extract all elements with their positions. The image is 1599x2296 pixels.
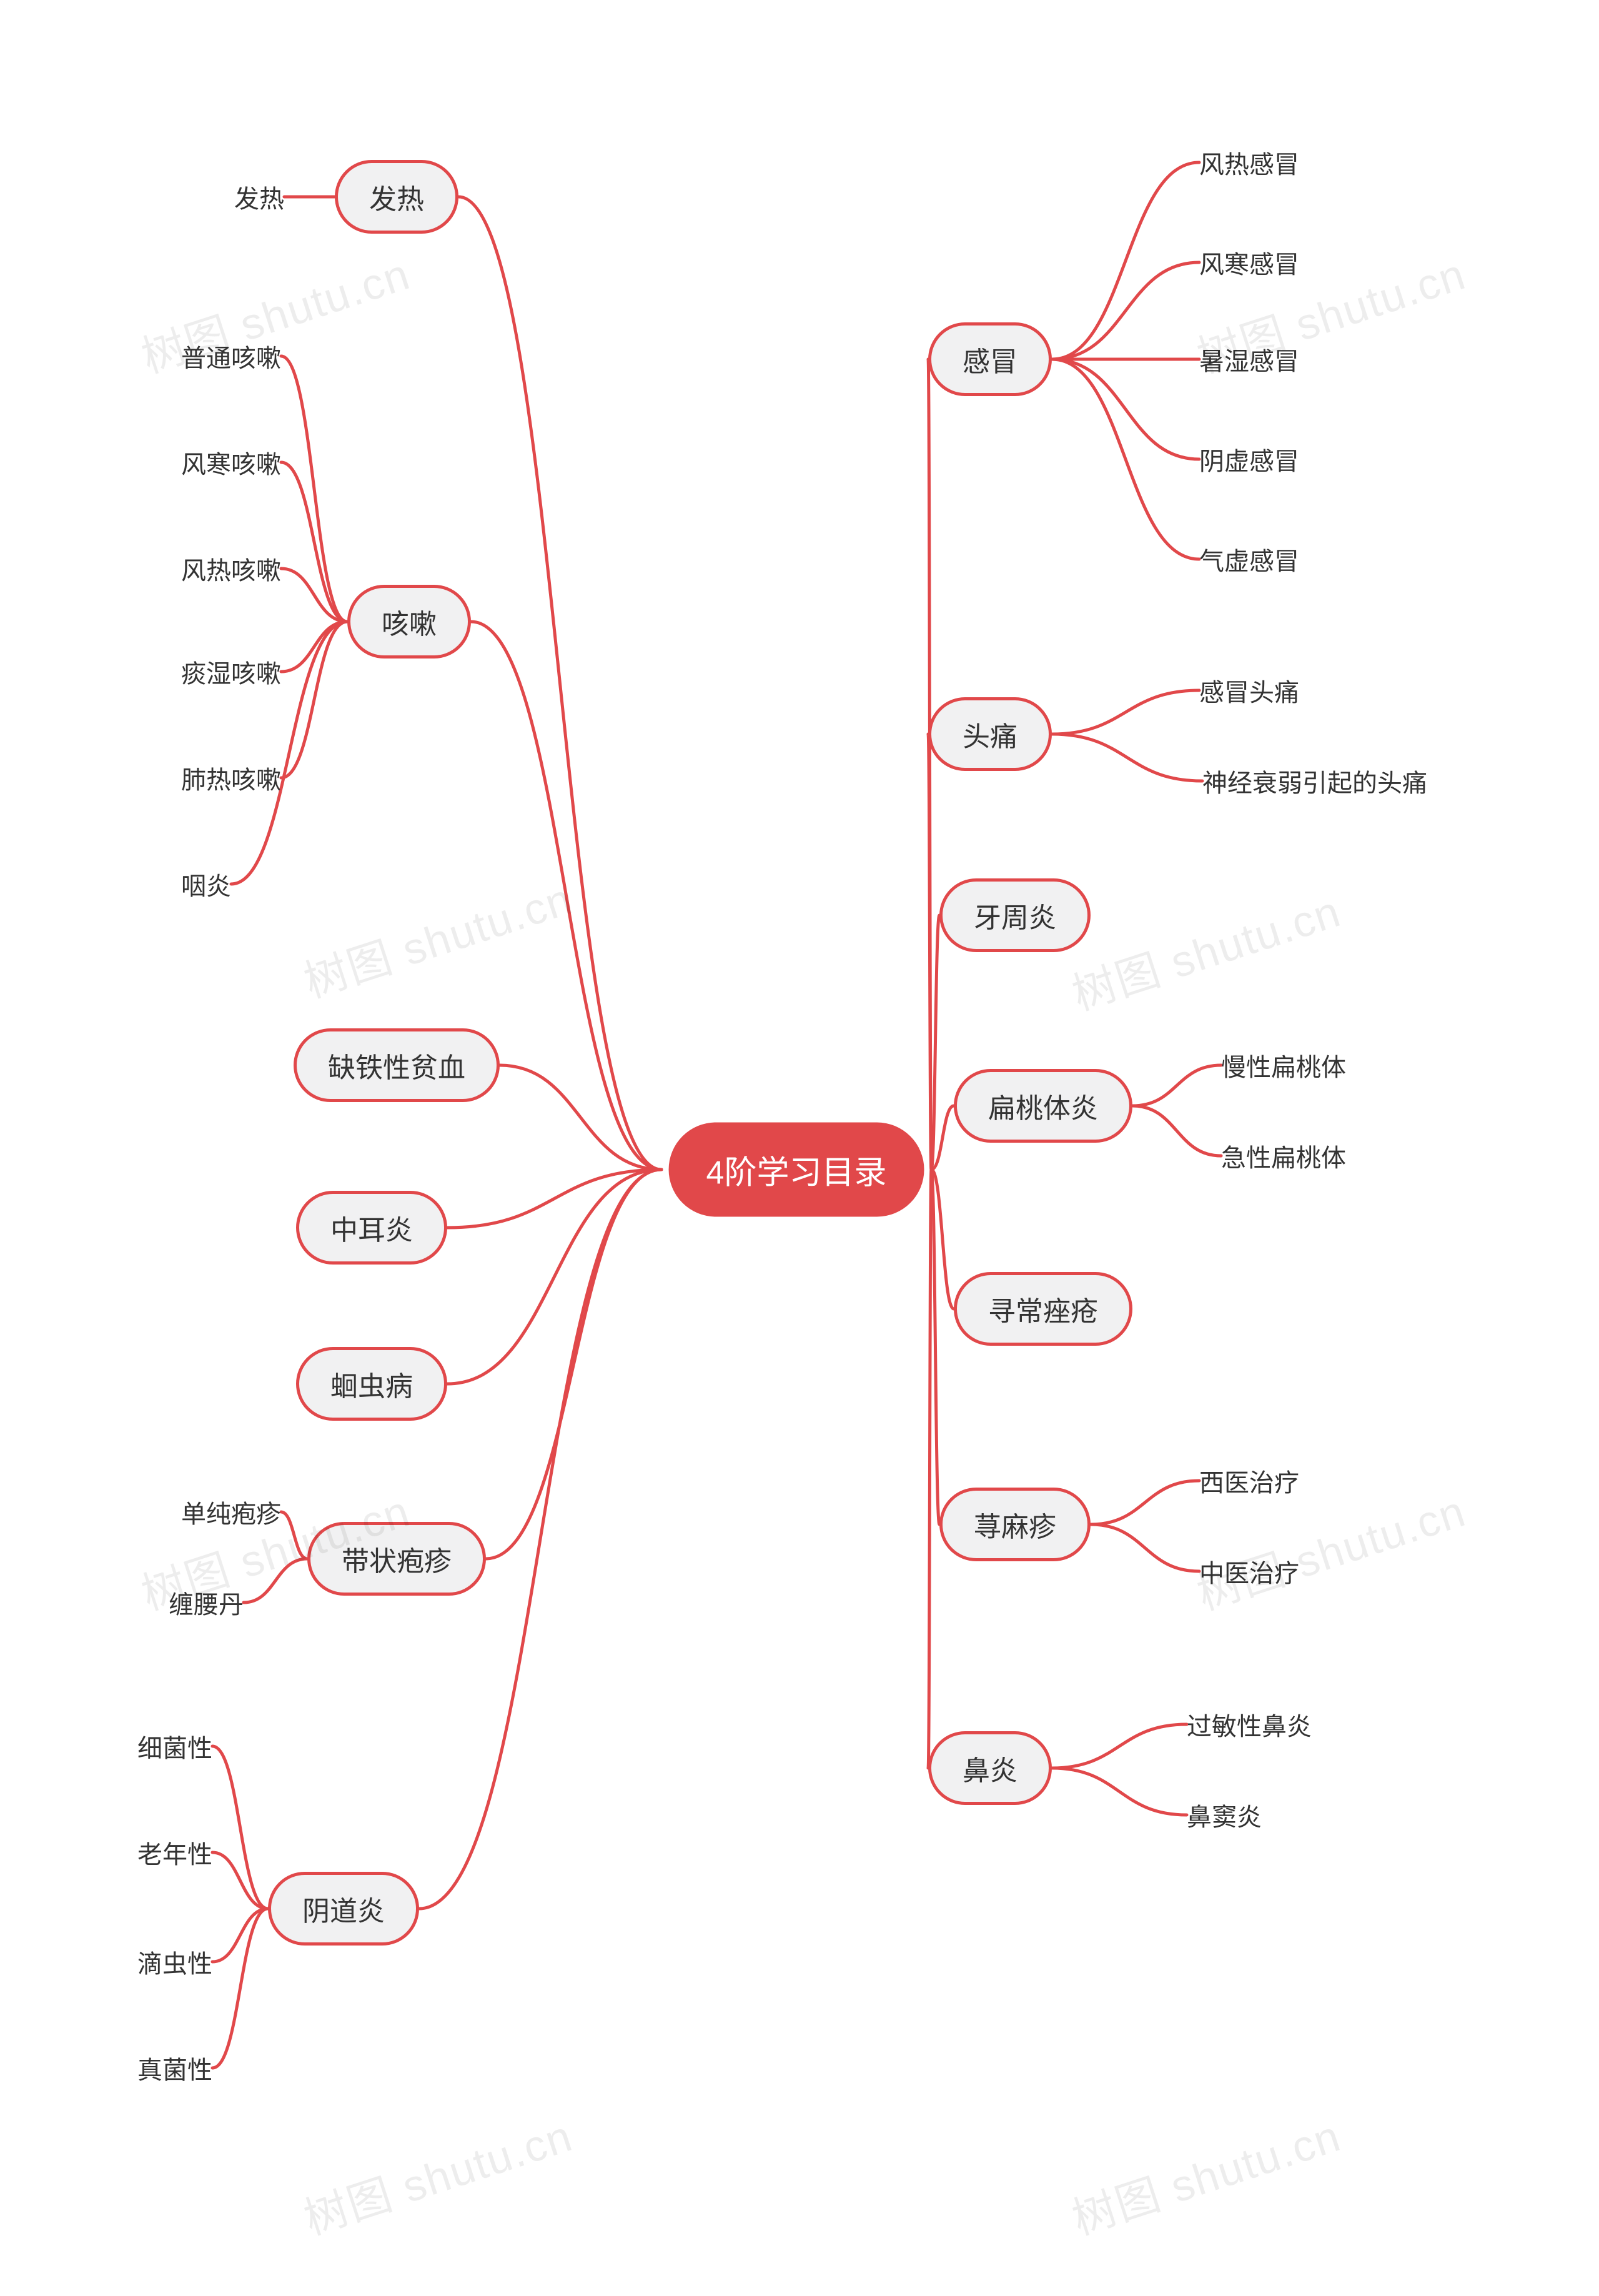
edge-root-b_toutong [928, 734, 931, 1170]
edge-b_ganmao-l_ganmao_2 [1052, 262, 1199, 359]
node-l_biantao_2[interactable]: 急性扁桃体 [1221, 1135, 1346, 1176]
edge-b_yindaoyan-l_yin_3 [212, 1909, 268, 1962]
node-b_fare[interactable]: 发热 [335, 160, 458, 234]
node-b_yazhouyan[interactable]: 牙周炎 [939, 878, 1091, 952]
edge-root-b_daizhuang [486, 1170, 661, 1559]
node-l_yin_3[interactable]: 滴虫性 [137, 1941, 212, 1982]
edge-b_yindaoyan-l_yin_4 [212, 1909, 268, 2068]
node-l_biantao_1[interactable]: 慢性扁桃体 [1221, 1045, 1346, 1086]
edge-b_kesou-l_kesou_3 [281, 569, 347, 622]
node-l_fare_1[interactable]: 发热 [234, 176, 284, 217]
node-l_ganmao_2[interactable]: 风寒感冒 [1199, 242, 1299, 283]
edge-b_kesou-l_kesou_2 [281, 462, 347, 622]
edge-b_biantaoti-l_biantao_2 [1132, 1106, 1221, 1156]
edge-root-b_fare [458, 197, 661, 1170]
node-l_yin_2[interactable]: 老年性 [137, 1832, 212, 1873]
edge-root-b_yazhouyan [931, 915, 939, 1170]
node-l_biyan_1[interactable]: 过敏性鼻炎 [1187, 1704, 1312, 1745]
node-l_toutong_2[interactable]: 神经衰弱引起的头痛 [1202, 760, 1427, 802]
edge-b_ganmao-l_ganmao_4 [1052, 359, 1199, 459]
edge-root-b_biyan [928, 1170, 931, 1768]
mindmap-canvas: 4阶学习目录 感冒 风热感冒风寒感冒暑湿感冒阴虚感冒气虚感冒头痛 感冒头痛神经衰弱引起… [0, 0, 1599, 2296]
edge-b_daizhuang-l_dai_2 [244, 1559, 307, 1603]
node-l_ganmao_3[interactable]: 暑湿感冒 [1199, 339, 1299, 380]
edge-b_toutong-l_toutong_1 [1052, 690, 1199, 734]
node-l_ganmao_5[interactable]: 气虚感冒 [1199, 539, 1299, 580]
edge-b_yindaoyan-l_yin_2 [212, 1852, 268, 1909]
edge-b_yindaoyan-l_yin_1 [212, 1746, 268, 1909]
edge-b_biantaoti-l_biantao_1 [1132, 1065, 1221, 1106]
edge-root-b_ganmao [928, 359, 931, 1170]
edge-b_ganmao-l_ganmao_1 [1052, 162, 1199, 359]
node-l_toutong_1[interactable]: 感冒头痛 [1199, 670, 1299, 711]
node-l_yin_4[interactable]: 真菌性 [137, 2047, 212, 2089]
node-b_zhongeryan[interactable]: 中耳炎 [296, 1191, 447, 1265]
edge-b_kesou-l_kesou_1 [281, 356, 347, 622]
node-b_cuochuang[interactable]: 寻常痤疮 [954, 1272, 1132, 1346]
node-b_biantaoti[interactable]: 扁桃体炎 [954, 1069, 1132, 1143]
node-b_ganmao[interactable]: 感冒 [928, 322, 1052, 396]
edge-b_kesou-l_kesou_5 [281, 622, 347, 778]
edge-root-b_xunmazhen [931, 1170, 939, 1524]
watermark: 树图 shutu.cn [295, 864, 579, 1010]
node-l_dai_2[interactable]: 缠腰丹 [169, 1582, 244, 1623]
node-l_xun_1[interactable]: 西医治疗 [1199, 1460, 1299, 1501]
node-l_dai_1[interactable]: 单纯疱疹 [181, 1491, 281, 1533]
edge-b_toutong-l_toutong_2 [1052, 734, 1202, 781]
edge-b_xunmazhen-l_xun_1 [1091, 1481, 1199, 1524]
watermark: 树图 shutu.cn [295, 2101, 579, 2247]
node-b_kesou[interactable]: 咳嗽 [347, 585, 471, 658]
node-b_daizhuang[interactable]: 带状疱疹 [307, 1522, 486, 1596]
node-l_kesou_6[interactable]: 咽炎 [181, 863, 231, 905]
edge-root-b_biantaoti [931, 1106, 954, 1170]
node-b_toutong[interactable]: 头痛 [928, 697, 1052, 771]
edge-root-b_kesou [471, 622, 661, 1170]
node-b_huichong[interactable]: 蛔虫病 [296, 1347, 447, 1421]
watermark: 树图 shutu.cn [1063, 2101, 1347, 2247]
node-l_biyan_2[interactable]: 鼻窦炎 [1187, 1794, 1262, 1836]
edge-b_xunmazhen-l_xun_2 [1091, 1524, 1199, 1571]
edge-b_biyan-l_biyan_2 [1052, 1768, 1187, 1815]
node-l_ganmao_1[interactable]: 风热感冒 [1199, 142, 1299, 183]
edge-b_daizhuang-l_dai_1 [281, 1512, 307, 1559]
node-b_yindaoyan[interactable]: 阴道炎 [268, 1872, 419, 1946]
node-l_kesou_4[interactable]: 痰湿咳嗽 [181, 651, 281, 692]
edge-b_ganmao-l_ganmao_5 [1052, 359, 1199, 559]
node-l_xun_2[interactable]: 中医治疗 [1199, 1551, 1299, 1592]
edge-b_biyan-l_biyan_1 [1052, 1724, 1187, 1768]
edge-root-b_huichong [447, 1170, 661, 1384]
node-b_quetie[interactable]: 缺铁性贫血 [294, 1028, 500, 1102]
node-b_xunmazhen[interactable]: 荨麻疹 [939, 1488, 1091, 1561]
edge-root-b_quetie [500, 1065, 661, 1170]
edge-root-b_cuochuang [931, 1170, 954, 1309]
node-l_ganmao_4[interactable]: 阴虚感冒 [1199, 439, 1299, 480]
node-l_yin_1[interactable]: 细菌性 [137, 1726, 212, 1767]
edge-root-b_zhongeryan [447, 1170, 661, 1228]
watermark: 树图 shutu.cn [1063, 877, 1347, 1023]
node-l_kesou_1[interactable]: 普通咳嗽 [181, 335, 281, 377]
edge-b_kesou-l_kesou_4 [281, 622, 347, 672]
node-l_kesou_3[interactable]: 风热咳嗽 [181, 548, 281, 589]
node-l_kesou_2[interactable]: 风寒咳嗽 [181, 442, 281, 483]
node-l_kesou_5[interactable]: 肺热咳嗽 [181, 757, 281, 798]
node-root[interactable]: 4阶学习目录 [669, 1123, 924, 1217]
node-b_biyan[interactable]: 鼻炎 [928, 1731, 1052, 1805]
